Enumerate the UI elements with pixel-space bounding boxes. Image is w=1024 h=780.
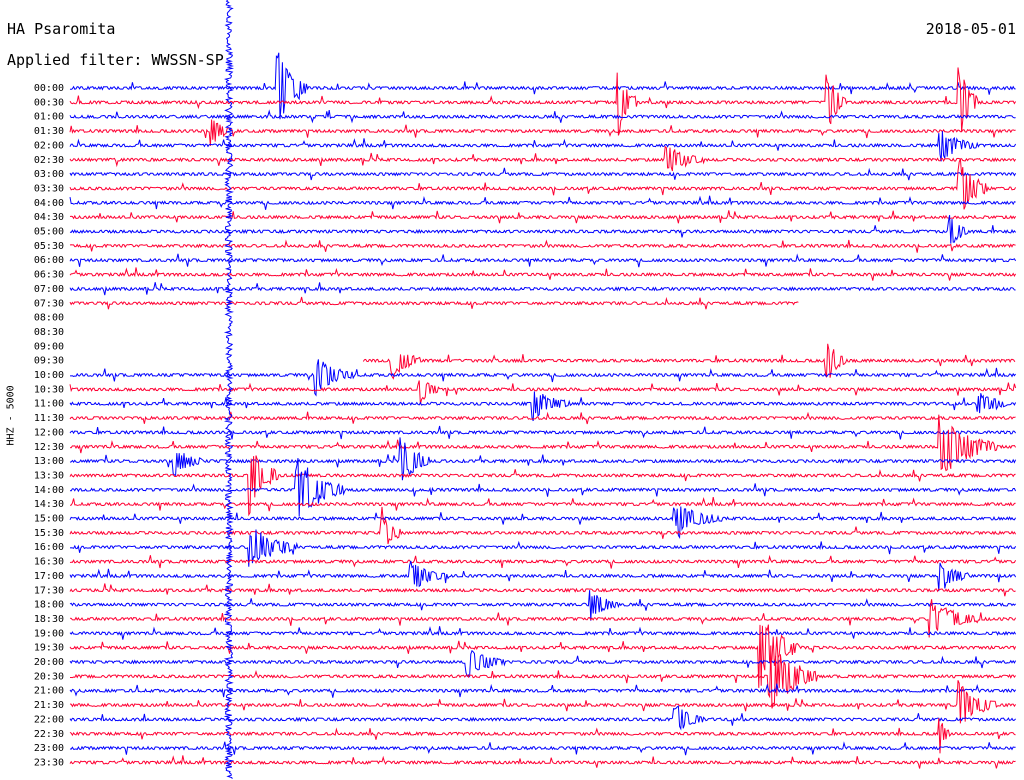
trace-line	[69, 391, 1017, 422]
time-label: 08:30	[34, 327, 64, 338]
time-label: 17:00	[34, 571, 64, 582]
date-label: 2018-05-01	[925, 20, 1016, 38]
time-label: 18:30	[34, 614, 64, 625]
trace-line	[69, 705, 1016, 731]
trace-line	[69, 590, 1016, 621]
time-label: 05:30	[34, 241, 64, 252]
time-label: 17:30	[34, 585, 64, 596]
time-label: 03:30	[34, 183, 64, 194]
time-label: 07:00	[34, 284, 64, 295]
time-label: 10:00	[34, 370, 64, 381]
trace-line	[70, 359, 1016, 397]
station-title: HA Psaromita	[7, 20, 116, 38]
trace-line	[362, 343, 1016, 380]
time-label: 11:00	[34, 399, 64, 410]
time-label-group: 00:00 00:30 01:00 01:30 02:00 02:30 03:00 03:30…	[34, 83, 64, 768]
trace-line	[69, 195, 1016, 210]
trace-line	[69, 253, 1017, 268]
trace-line	[69, 119, 1016, 146]
time-label: 23:00	[34, 743, 64, 754]
trace-line	[69, 741, 1016, 756]
trace-line	[69, 683, 1017, 698]
time-label: 21:00	[34, 686, 64, 697]
time-label: 13:30	[34, 470, 64, 481]
trace-line	[69, 282, 1016, 296]
time-label: 07:30	[34, 298, 64, 309]
time-label: 19:00	[34, 628, 64, 639]
time-label: 18:00	[34, 600, 64, 611]
time-label: 02:00	[34, 140, 64, 151]
trace-line	[69, 215, 1016, 244]
big-event-group	[223, 0, 235, 779]
time-label: 23:30	[34, 757, 64, 768]
trace-line	[69, 239, 1016, 253]
time-label: 12:30	[34, 442, 64, 453]
trace-line	[69, 109, 1016, 124]
time-label: 14:30	[34, 499, 64, 510]
trace-line	[69, 380, 1017, 405]
trace-line	[69, 414, 1017, 472]
trace-line	[69, 131, 1017, 162]
time-label: 01:30	[34, 126, 64, 137]
time-label: 15:30	[34, 528, 64, 539]
trace-line	[69, 455, 1016, 517]
trace-line	[69, 52, 1016, 120]
big-event-trace	[223, 0, 235, 779]
time-label: 22:30	[34, 729, 64, 740]
trace-line	[69, 67, 1017, 136]
time-label: 15:00	[34, 514, 64, 525]
time-label: 06:00	[34, 255, 64, 266]
time-label: 16:30	[34, 557, 64, 568]
time-label: 09:00	[34, 341, 64, 352]
trace-line	[69, 506, 1017, 545]
time-label: 19:30	[34, 643, 64, 654]
time-label: 05:00	[34, 227, 64, 238]
trace-line	[69, 560, 1017, 592]
trace-line	[69, 267, 1017, 281]
trace-line	[70, 645, 1016, 709]
time-label: 04:00	[34, 198, 64, 209]
time-label: 11:30	[34, 413, 64, 424]
trace-line	[69, 755, 1016, 769]
trace-line	[69, 437, 1017, 481]
time-label: 01:00	[34, 112, 64, 123]
time-label: 10:30	[34, 384, 64, 395]
time-label: 13:00	[34, 456, 64, 467]
time-label: 14:00	[34, 485, 64, 496]
time-label: 00:30	[34, 97, 64, 108]
trace-line	[69, 649, 1017, 678]
trace-line	[69, 496, 1016, 512]
trace-line	[69, 296, 799, 310]
trace-line	[69, 158, 1017, 210]
time-label: 03:00	[34, 169, 64, 180]
trace-line	[69, 599, 1017, 638]
trace-line	[69, 167, 1017, 181]
time-label: 08:00	[34, 313, 64, 324]
trace-line	[69, 425, 1017, 440]
filter-label: Applied filter: WWSSN-SP	[7, 51, 224, 69]
trace-line	[69, 718, 1016, 754]
time-label: 06:30	[34, 270, 64, 281]
trace-line	[69, 145, 1017, 172]
trace-line	[69, 411, 1016, 425]
trace-line	[69, 554, 1017, 569]
time-label: 22:00	[34, 714, 64, 725]
time-label: 09:30	[34, 356, 64, 367]
time-label: 12:00	[34, 427, 64, 438]
time-label: 04:30	[34, 212, 64, 223]
time-label: 20:00	[34, 657, 64, 668]
time-label: 21:30	[34, 700, 64, 711]
trace-line	[69, 210, 1017, 224]
trace-line	[69, 626, 1017, 640]
time-label: 20:30	[34, 671, 64, 682]
trace-line	[69, 458, 1017, 517]
time-label: 02:30	[34, 155, 64, 166]
time-label: 00:00	[34, 83, 64, 94]
trace-line	[69, 583, 1016, 597]
trace-group	[69, 52, 1017, 769]
trace-line	[69, 680, 1017, 724]
time-label: 16:00	[34, 542, 64, 553]
